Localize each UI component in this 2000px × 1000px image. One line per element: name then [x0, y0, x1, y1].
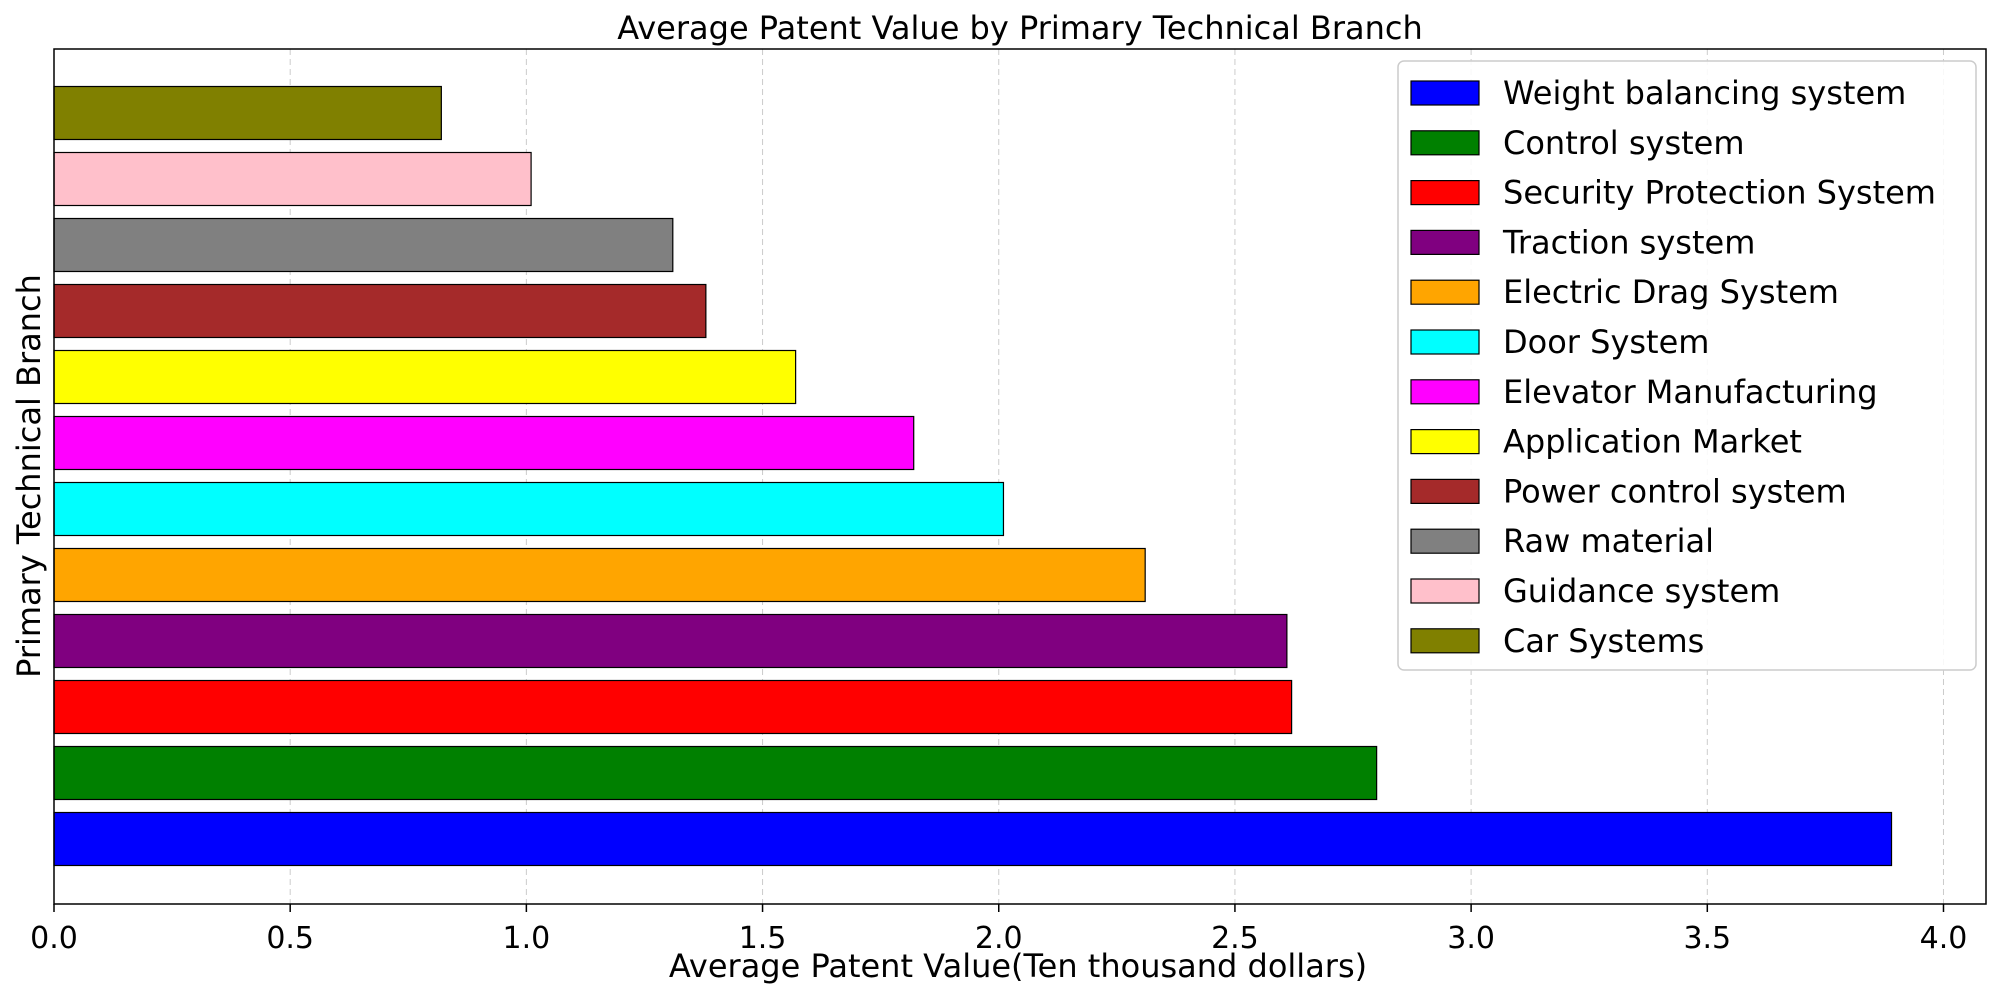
legend-swatch	[1410, 180, 1480, 206]
bar-power-control-system	[53, 283, 707, 339]
bar-elevator-manufacturing	[53, 415, 915, 471]
bar-control-system	[53, 745, 1378, 801]
bar-application-market	[53, 349, 797, 405]
legend-swatch	[1410, 628, 1480, 654]
legend-label: Door System	[1503, 323, 1709, 361]
legend: Weight balancing system Control system Sec…	[1397, 60, 1977, 671]
x-tick-label: 0.0	[30, 921, 78, 956]
legend-swatch	[1410, 528, 1480, 554]
bar-raw-material	[53, 217, 674, 273]
chart-title: Average Patent Value by Primary Technica…	[617, 9, 1423, 47]
legend-label: Security Protection System	[1503, 174, 1936, 212]
legend-label: Traction system	[1502, 223, 1755, 261]
legend-swatch	[1410, 379, 1480, 405]
legend-frame	[1397, 60, 1977, 671]
legend-swatch	[1410, 279, 1480, 305]
x-tick-label: 3.0	[1447, 921, 1495, 956]
legend-swatch	[1410, 329, 1480, 355]
bar-electric-drag-system	[53, 547, 1146, 603]
y-axis-label: Primary Technical Branch	[10, 274, 48, 678]
legend-label: Electric Drag System	[1503, 273, 1839, 311]
x-axis-ticks: 0.0 0.5 1.0 1.5 2.0 2.5 3.0 3.5 4.0	[30, 904, 1967, 956]
x-tick-label: 1.0	[503, 921, 551, 956]
legend-label: Application Market	[1503, 423, 1802, 461]
x-axis-label: Average Patent Value(Ten thousand dollar…	[669, 947, 1367, 985]
x-tick-label: 4.0	[1920, 921, 1968, 956]
legend-label: Control system	[1503, 124, 1745, 162]
x-tick-label: 2.0	[975, 921, 1023, 956]
bar-traction-system	[53, 613, 1288, 669]
legend-label: Power control system	[1503, 472, 1847, 510]
bar-security-protection-system	[53, 679, 1293, 735]
legend-label: Weight balancing system	[1503, 74, 1906, 112]
bar-guidance-system	[53, 151, 532, 207]
bar-weight-balancing-system	[53, 811, 1893, 867]
legend-label: Car Systems	[1503, 622, 1704, 660]
legend-swatch	[1410, 229, 1480, 255]
x-tick-label: 2.5	[1211, 921, 1259, 956]
legend-swatch	[1410, 478, 1480, 504]
plot-frame	[53, 48, 1987, 905]
legend-swatch	[1410, 80, 1480, 106]
legend-label: Raw material	[1503, 522, 1714, 560]
legend-swatch	[1410, 429, 1480, 455]
legend-label: Guidance system	[1503, 572, 1780, 610]
x-tick-label: 0.5	[266, 921, 314, 956]
legend-swatch	[1410, 130, 1480, 156]
x-tick-label: 3.5	[1683, 921, 1731, 956]
bar-car-systems	[53, 85, 442, 141]
bar-door-system	[53, 481, 1005, 537]
x-tick-label: 1.5	[739, 921, 787, 956]
legend-swatch	[1410, 578, 1480, 604]
legend-label: Elevator Manufacturing	[1503, 373, 1878, 411]
bars	[53, 85, 1893, 867]
